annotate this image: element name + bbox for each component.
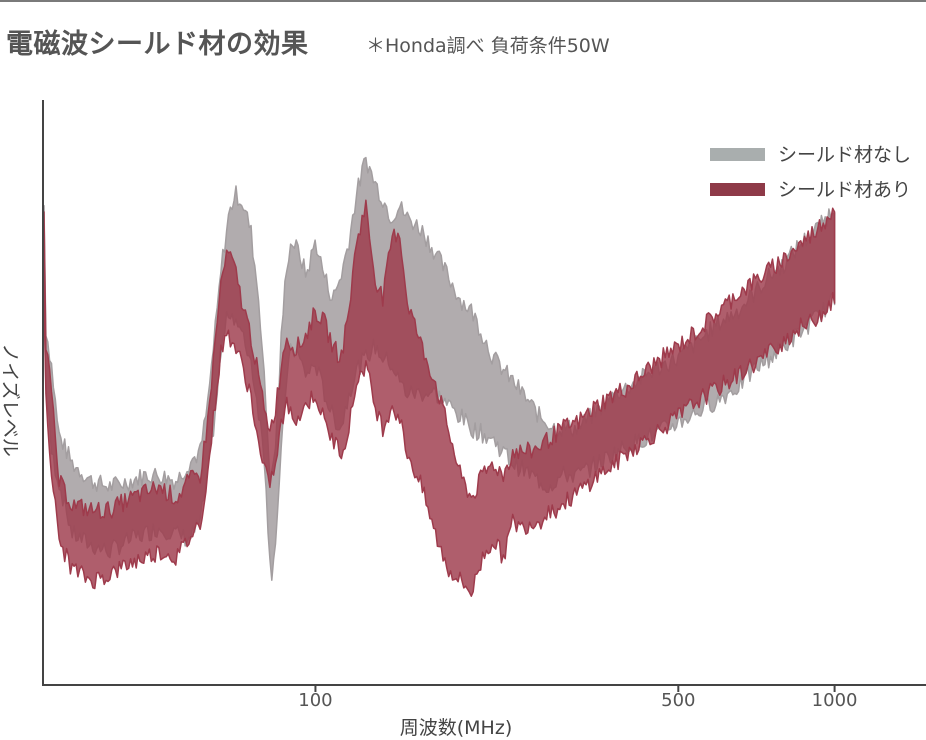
legend-swatch-with-shield (710, 183, 765, 196)
legend-label-with-shield: シールド材あり (778, 179, 911, 201)
source-note: ＊Honda調べ 負荷条件50W (366, 35, 610, 57)
legend-label-without-shield: シールド材なし (778, 144, 911, 166)
x-tick-label: 500 (661, 690, 695, 711)
legend-swatch-without-shield (710, 148, 765, 161)
top-rule (0, 0, 926, 2)
series-layer (44, 156, 836, 597)
page-title: 電磁波シールド材の効果 (6, 29, 309, 60)
x-tick-label: 100 (298, 690, 332, 711)
x-ticks: 100 500 1000 (298, 685, 857, 711)
x-axis-title: 周波数(MHz) (400, 717, 512, 739)
y-axis-title: ノイズレベル (0, 343, 21, 456)
series-with-shield (44, 199, 836, 597)
x-tick-label: 1000 (812, 690, 858, 711)
